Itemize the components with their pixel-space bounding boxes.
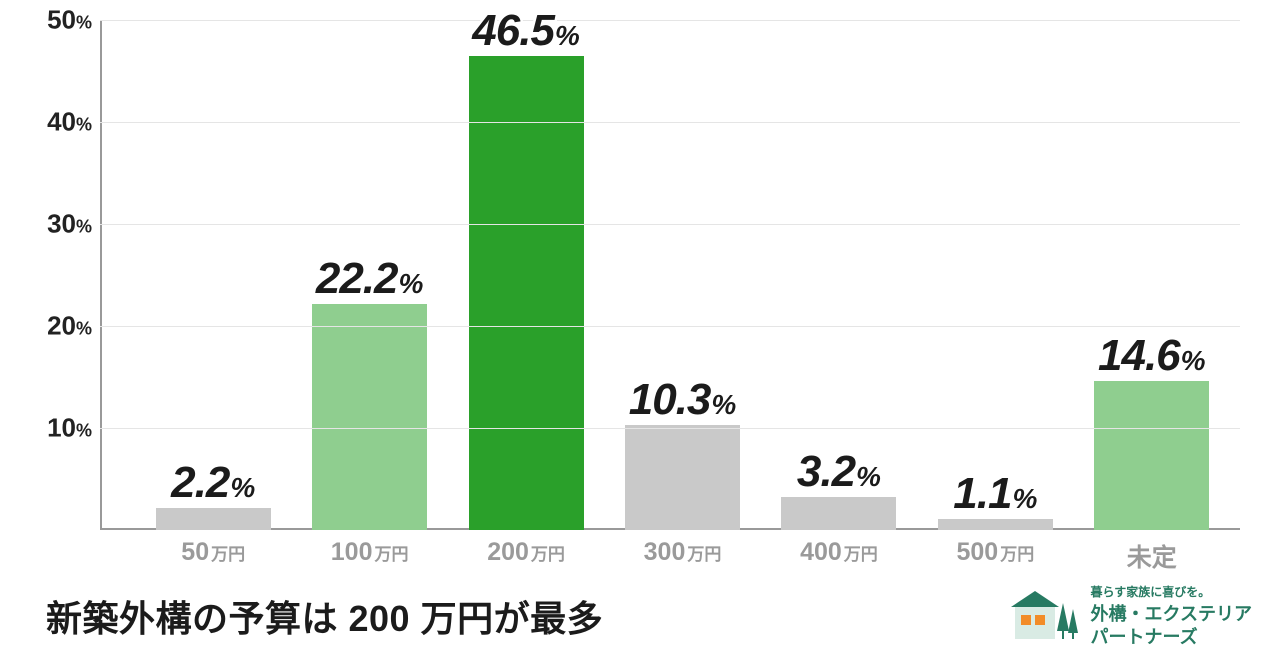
bar [312,304,427,530]
x-tick-label: 未定 [1127,538,1177,574]
bar [1094,381,1209,530]
brand-logo: 暮らす家族に喜びを。 外構・エクステリア パートナーズ [1009,585,1252,648]
x-tick-label: 100万円 [331,538,409,567]
y-tick-label: 40% [47,107,92,138]
brand-line1: 外構・エクステリア [1091,603,1252,626]
chart-plot-area: 10%20%30%40%50% [100,20,1240,530]
chart-caption: 新築外構の予算は 200 万円が最多 [46,590,603,642]
brand-tagline: 暮らす家族に喜びを。 [1091,585,1252,600]
bar [625,425,740,530]
x-tick-label: 300万円 [644,538,722,567]
gridline [100,428,1240,429]
bar [938,519,1053,530]
x-tick-label: 500万円 [956,538,1034,567]
y-tick-label: 50% [47,5,92,36]
bar [781,497,896,530]
y-tick-label: 30% [47,209,92,240]
bars-container [100,20,1240,530]
gridline [100,326,1240,327]
x-tick-label: 50万円 [181,538,245,567]
y-tick-label: 20% [47,311,92,342]
gridline [100,20,1240,21]
x-tick-label: 400万円 [800,538,878,567]
brand-line2: パートナーズ [1091,626,1252,649]
house-trees-icon [1009,585,1081,643]
bar [156,508,271,530]
y-tick-label: 10% [47,413,92,444]
brand-text: 暮らす家族に喜びを。 外構・エクステリア パートナーズ [1091,585,1252,648]
gridline [100,122,1240,123]
bar [469,56,584,530]
x-tick-label: 200万円 [487,538,565,567]
gridline [100,224,1240,225]
